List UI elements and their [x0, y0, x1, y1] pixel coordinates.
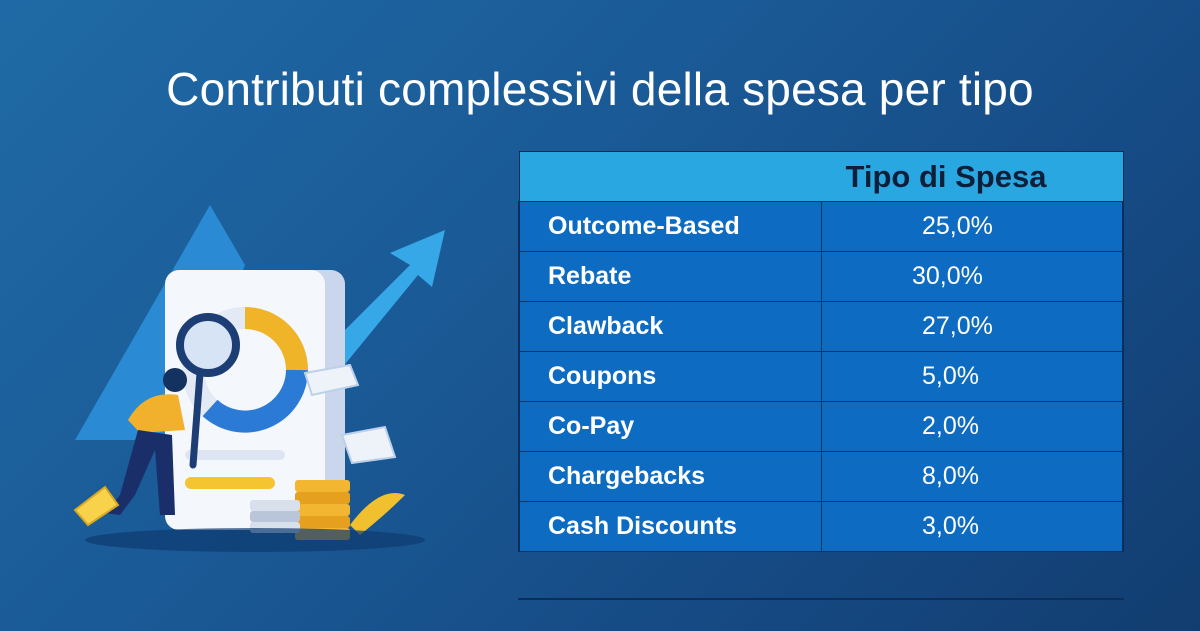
row-category: Coupons: [518, 351, 822, 402]
table-row: Rebate 30,0%: [518, 251, 1124, 302]
row-category: Clawback: [518, 301, 822, 352]
table-header-tipo: Tipo di Spesa: [821, 151, 1124, 202]
donut-segment-blue: [202, 369, 308, 433]
growth-arrow-back: [75, 205, 245, 440]
table-row: Clawback 27,0%: [518, 301, 1124, 352]
row-category: Rebate: [518, 251, 822, 302]
table-row: Co-Pay 2,0%: [518, 401, 1124, 452]
table-header-row: Tipo di Spesa: [518, 151, 1124, 202]
row-value: 27,0%: [821, 301, 1124, 352]
spesa-table: Tipo di Spesa Outcome-Based 25,0% Rebate…: [518, 151, 1124, 552]
analytics-illustration: [73, 205, 445, 552]
row-value: 5,0%: [821, 351, 1124, 402]
money-bill-icon: [303, 363, 360, 397]
table-row: Outcome-Based 25,0%: [518, 201, 1124, 252]
ground-shadow: [85, 528, 425, 552]
magnifier-icon: [176, 313, 240, 377]
person-body: [128, 394, 185, 433]
row-category: Co-Pay: [518, 401, 822, 452]
page-title: Contributi complessivi della spesa per t…: [166, 63, 1034, 115]
table-row: Coupons 5,0%: [518, 351, 1124, 402]
money-bill-icon-3: [73, 485, 120, 527]
person-legs: [105, 430, 175, 515]
table-bottom-rule: [518, 598, 1124, 600]
row-value: 30,0%: [821, 251, 1124, 302]
row-category: Cash Discounts: [518, 501, 822, 552]
table-row: Chargebacks 8,0%: [518, 451, 1124, 502]
row-value: 3,0%: [821, 501, 1124, 552]
row-category: Chargebacks: [518, 451, 822, 502]
row-value: 8,0%: [821, 451, 1124, 502]
coin-stack-silver-icon: [250, 500, 300, 533]
row-category: Outcome-Based: [518, 201, 822, 252]
money-bill-icon-2: [340, 425, 397, 465]
spesa-table-wrap: Tipo di Spesa Outcome-Based 25,0% Rebate…: [518, 151, 1124, 552]
row-value: 25,0%: [821, 201, 1124, 252]
leaf-decoration: [350, 493, 405, 535]
donut-segment-yellow: [244, 307, 308, 371]
person-head: [163, 368, 187, 392]
row-value: 2,0%: [821, 401, 1124, 452]
table-header-blank: [518, 151, 822, 202]
report-bar-yellow: [185, 477, 275, 489]
table-row: Cash Discounts 3,0%: [518, 501, 1124, 552]
report-bar: [185, 450, 285, 460]
